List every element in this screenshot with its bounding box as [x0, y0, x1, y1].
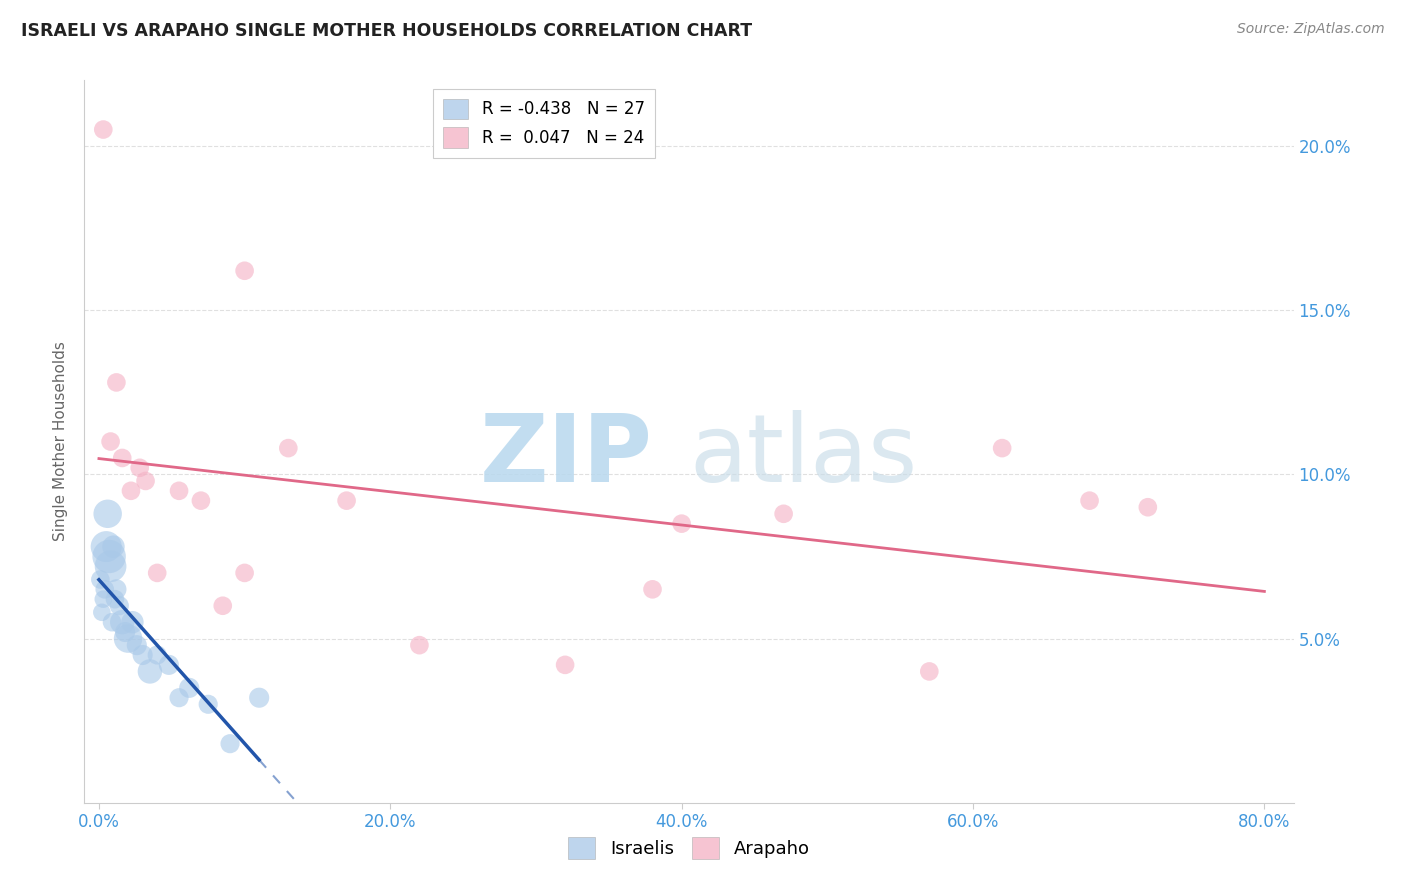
- Point: [117, 632, 139, 646]
- Point: [247, 690, 270, 705]
- Point: [131, 648, 153, 662]
- Point: [772, 507, 794, 521]
- Point: [114, 625, 136, 640]
- Point: [336, 493, 359, 508]
- Point: [135, 474, 157, 488]
- Point: [233, 566, 256, 580]
- Point: [139, 665, 162, 679]
- Point: [219, 737, 242, 751]
- Text: ISRAELI VS ARAPAHO SINGLE MOTHER HOUSEHOLDS CORRELATION CHART: ISRAELI VS ARAPAHO SINGLE MOTHER HOUSEHO…: [21, 22, 752, 40]
- Point: [91, 592, 114, 607]
- Point: [90, 605, 112, 619]
- Point: [108, 599, 131, 613]
- Point: [97, 507, 120, 521]
- Point: [157, 657, 180, 672]
- Point: [991, 441, 1014, 455]
- Point: [128, 460, 150, 475]
- Point: [105, 376, 128, 390]
- Point: [105, 582, 128, 597]
- Point: [1136, 500, 1159, 515]
- Point: [167, 483, 190, 498]
- Point: [100, 559, 122, 574]
- Point: [918, 665, 941, 679]
- Legend: Israelis, Arapaho: Israelis, Arapaho: [561, 830, 817, 866]
- Point: [554, 657, 576, 672]
- Point: [197, 698, 219, 712]
- Point: [98, 549, 121, 564]
- Point: [100, 434, 122, 449]
- Point: [91, 122, 114, 136]
- Point: [89, 573, 111, 587]
- Text: atlas: atlas: [689, 410, 917, 502]
- Point: [408, 638, 430, 652]
- Point: [111, 450, 134, 465]
- Point: [211, 599, 233, 613]
- Point: [277, 441, 299, 455]
- Point: [101, 615, 124, 630]
- Point: [94, 582, 117, 597]
- Point: [671, 516, 693, 531]
- Point: [146, 648, 169, 662]
- Point: [179, 681, 201, 695]
- Point: [96, 540, 118, 554]
- Point: [641, 582, 664, 597]
- Point: [1078, 493, 1101, 508]
- Point: [111, 615, 134, 630]
- Point: [121, 615, 143, 630]
- Y-axis label: Single Mother Households: Single Mother Households: [53, 342, 69, 541]
- Point: [146, 566, 169, 580]
- Text: Source: ZipAtlas.com: Source: ZipAtlas.com: [1237, 22, 1385, 37]
- Point: [167, 690, 190, 705]
- Point: [103, 540, 125, 554]
- Text: ZIP: ZIP: [479, 410, 652, 502]
- Point: [125, 638, 148, 652]
- Point: [104, 592, 127, 607]
- Point: [233, 264, 256, 278]
- Point: [190, 493, 212, 508]
- Point: [120, 483, 142, 498]
